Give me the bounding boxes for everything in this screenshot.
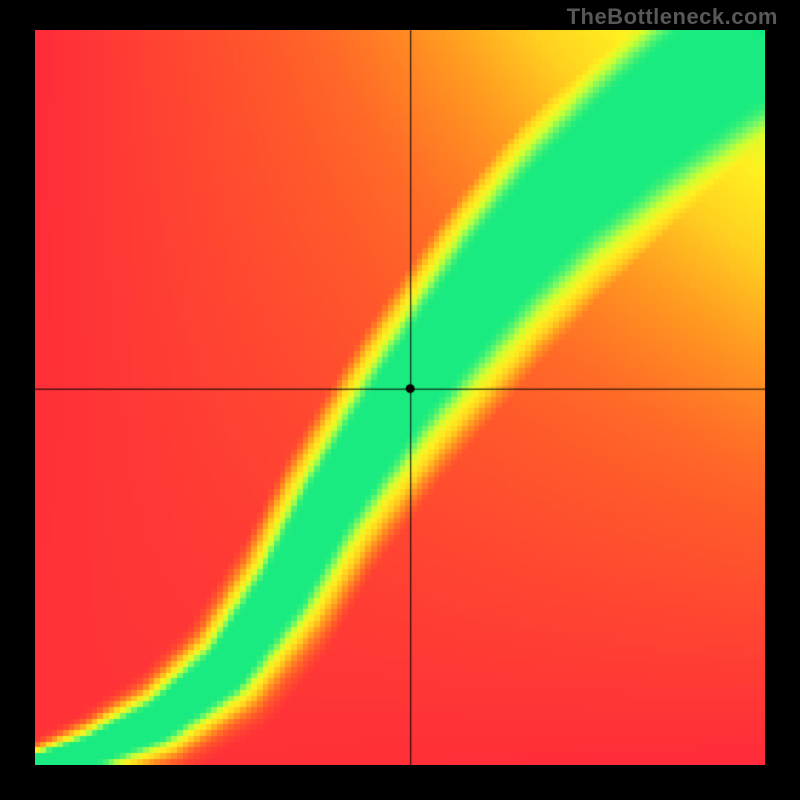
watermark-text: TheBottleneck.com [567, 4, 778, 30]
heatmap-canvas [35, 30, 765, 765]
heatmap-plot [35, 30, 765, 765]
chart-container: TheBottleneck.com [0, 0, 800, 800]
